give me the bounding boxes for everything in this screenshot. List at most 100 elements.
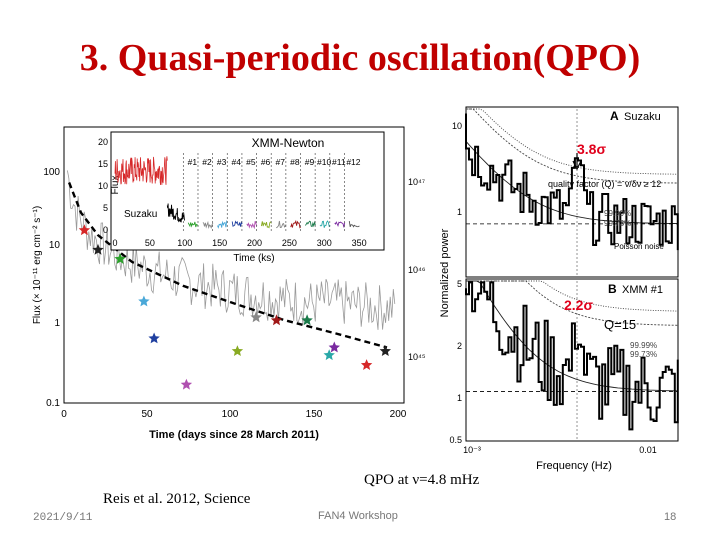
y-tick: 0.1 — [46, 398, 60, 409]
footer-page-number: 18 — [664, 511, 677, 523]
footer-date: 2021/9/11 — [33, 512, 93, 524]
segment-label: #10 — [317, 157, 331, 167]
power-law-model-curve — [67, 182, 388, 349]
panel-b-level-9973: 99.73% — [630, 350, 657, 359]
qpo-caption: QPO at ν=4.8 mHz — [364, 472, 480, 488]
inset-y-tick: 5 — [103, 203, 108, 213]
inset-y-tick: 10 — [98, 181, 108, 191]
significance-curve — [466, 108, 678, 175]
x-tick: 0 — [61, 409, 67, 420]
panel-b-level-9999: 99.99% — [630, 341, 657, 350]
segment-label: #3 — [217, 157, 227, 167]
observation-star — [138, 295, 150, 307]
inset-x-tick: 100 — [177, 238, 192, 248]
qpo-arrow — [572, 153, 582, 171]
observation-star — [250, 311, 262, 323]
inset-x-tick: 200 — [247, 238, 262, 248]
panel-b-significance: 2.2σ — [564, 297, 594, 313]
inset-segment-curve — [217, 220, 228, 229]
observation-star — [379, 345, 391, 356]
inset-segment-curve — [260, 221, 272, 229]
observation-star — [180, 378, 193, 390]
right-tick: 10⁴⁷ — [408, 177, 425, 187]
x-tick: 50 — [141, 409, 153, 420]
power-spectrum-data — [465, 113, 679, 251]
observation-star — [148, 332, 160, 344]
panel-a-letter: A — [610, 109, 619, 123]
power-x-tick: 0.01 — [639, 445, 657, 455]
observation-star — [323, 349, 335, 361]
x-axis-label: Time (days since 28 March 2011) — [149, 429, 319, 441]
quality-factor-label: quality factor (Q) = ν/δν ≥ 12 — [548, 179, 661, 189]
inset-segment-curve — [305, 220, 316, 228]
inset-suzaku-curve — [166, 203, 185, 223]
panel-b-y-tick: 0.5 — [449, 435, 462, 445]
inset-segment-curve — [319, 220, 331, 228]
power-x-axis-label: Frequency (Hz) — [536, 460, 612, 472]
inset-x-label: Time (ks) — [233, 253, 274, 264]
inset-segment-curve — [334, 221, 346, 228]
segment-label: #8 — [290, 157, 300, 167]
observation-star — [360, 359, 373, 370]
inset-segment-curve — [276, 220, 287, 229]
right-tick: 10⁴⁵ — [408, 352, 426, 362]
inset-x-tick: 50 — [145, 238, 155, 248]
panel-a-y-tick: 10 — [452, 121, 462, 131]
reference-caption: Reis et al. 2012, Science — [103, 491, 251, 507]
y-tick: 1 — [54, 318, 60, 329]
inset-segment-curve — [187, 221, 199, 228]
panel-b-y-tick: 2 — [457, 341, 462, 351]
power-x-tick: 10⁻³ — [463, 445, 481, 455]
x-tick: 150 — [306, 409, 323, 420]
inset-title: XMM-Newton — [252, 136, 325, 150]
inset-x-tick: 300 — [317, 238, 332, 248]
observation-stars — [78, 224, 391, 390]
segment-label: #9 — [305, 157, 315, 167]
panel-b-y-tick: 1 — [457, 393, 462, 403]
x-tick: 200 — [390, 409, 407, 420]
observation-star — [270, 314, 283, 326]
inset-x-tick: 0 — [112, 238, 117, 248]
quality-factor-annotation: Q=15 — [604, 317, 637, 332]
panel-a-instrument: Suzaku — [624, 111, 661, 123]
inset-segment-curve — [202, 220, 214, 230]
x-tick: 100 — [222, 409, 239, 420]
panel-a-significance: 3.8σ — [577, 141, 607, 157]
panel-b-instrument: XMM #1 — [622, 284, 663, 296]
panel-b-y-tick: 5 — [457, 279, 462, 289]
inset-x-tick: 250 — [282, 238, 297, 248]
observation-star — [92, 243, 104, 255]
segment-label: #2 — [202, 157, 212, 167]
segment-label: #6 — [261, 157, 271, 167]
power-y-axis-label: Normalized power — [439, 228, 451, 317]
panel-a-level-9999: 99.99% — [604, 209, 631, 218]
segment-label: #5 — [246, 157, 256, 167]
inset-y-tick: 20 — [98, 137, 108, 147]
observation-star — [114, 253, 126, 264]
observation-star — [78, 224, 91, 236]
panel-a-level-9973: 99.73% — [604, 219, 631, 228]
inset-x-tick: 150 — [212, 238, 227, 248]
panel-b-letter: B — [608, 282, 617, 296]
observation-star — [328, 341, 340, 353]
inset-segment-curve — [290, 219, 302, 229]
footer-event: FAN4 Workshop — [318, 510, 398, 522]
inset-x-tick: 350 — [352, 238, 367, 248]
segment-label: #7 — [275, 157, 285, 167]
inset-y-tick: 0 — [103, 225, 108, 235]
observation-star — [301, 314, 313, 326]
inset-segment-curve — [348, 221, 360, 228]
xmm-newton-inset: XMM-Newton Flux 20 15 10 5 0 #1 #2 #3 #4 #5 #… — [98, 131, 385, 264]
segment-label: #1 — [188, 157, 198, 167]
y-tick: 100 — [43, 167, 60, 178]
inset-y-tick: 15 — [98, 159, 108, 169]
right-tick: 10⁴⁶ — [408, 265, 426, 275]
poisson-noise-label: Poisson noise — [614, 242, 664, 251]
slide-title: 3. Quasi-periodic oscillation(QPO) — [79, 37, 641, 79]
inset-y-label: Flux — [110, 176, 121, 195]
y-axis-label: Flux (× 10⁻¹¹ erg cm⁻² s⁻¹) — [32, 206, 43, 324]
power-spectrum-data — [465, 281, 679, 431]
panel-a-y-tick: 1 — [457, 207, 462, 217]
y-tick: 10 — [49, 240, 61, 251]
flux-light-curve-figure: 100 10 1 0.1 0 50 100 150 200 Time (days… — [28, 115, 448, 455]
